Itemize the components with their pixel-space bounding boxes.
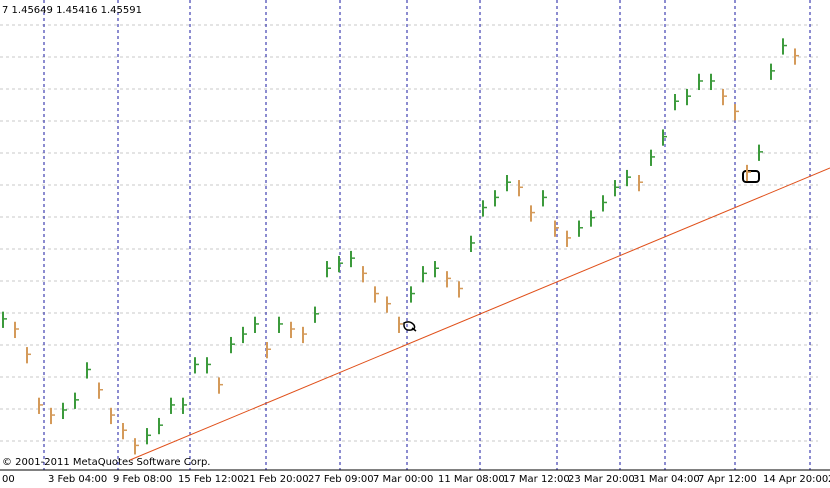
trend-line [129, 167, 830, 461]
x-tick-label: 23 Mar 20:00 [568, 474, 635, 485]
x-tick-label: 11 Mar 08:00 [438, 474, 505, 485]
x-tick-label: 27 Feb 09:00 [308, 474, 374, 485]
x-tick-label: 17 Mar 12:00 [503, 474, 570, 485]
x-tick-label: 22 Apr 04 [828, 474, 830, 485]
ohlc-header: 7 1.45649 1.45416 1.45591 [2, 5, 142, 16]
annotation-mark [742, 170, 760, 183]
copyright: © 2001-2011 MetaQuotes Software Corp. [2, 457, 210, 468]
x-tick-label: 14 Apr 20:00 [763, 474, 828, 485]
x-tick-label: 21 Feb 20:00 [243, 474, 309, 485]
x-tick-label: 7 Apr 12:00 [698, 474, 757, 485]
x-tick-label: 31 Mar 04:00 [633, 474, 700, 485]
x-tick-label: 00 [2, 474, 15, 485]
x-tick-label: 15 Feb 12:00 [178, 474, 244, 485]
x-tick-label: 3 Feb 04:00 [48, 474, 107, 485]
x-tick-label: 7 Mar 00:00 [373, 474, 433, 485]
x-tick-label: 9 Feb 08:00 [113, 474, 172, 485]
grid [0, 0, 818, 470]
annotation-mark [403, 321, 417, 332]
